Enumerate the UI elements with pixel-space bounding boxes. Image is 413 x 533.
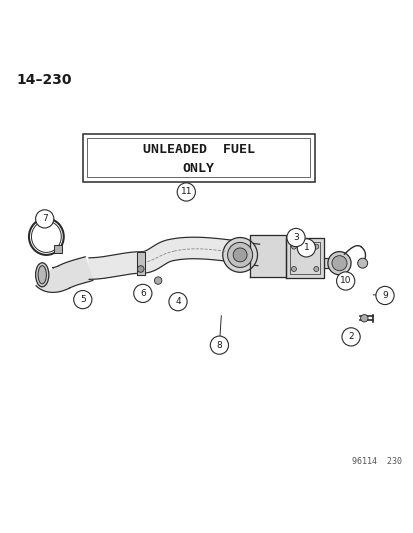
Circle shape: [233, 248, 247, 262]
Text: 6: 6: [140, 289, 145, 298]
Circle shape: [222, 238, 257, 272]
Circle shape: [360, 314, 367, 322]
Ellipse shape: [36, 263, 49, 287]
Text: 9: 9: [381, 291, 387, 300]
Circle shape: [36, 210, 54, 228]
Circle shape: [177, 183, 195, 201]
Circle shape: [137, 265, 144, 272]
Ellipse shape: [38, 265, 46, 284]
Text: UNLEADED  FUEL: UNLEADED FUEL: [142, 143, 254, 156]
Circle shape: [357, 258, 367, 268]
Circle shape: [336, 272, 354, 290]
FancyBboxPatch shape: [83, 134, 314, 182]
Text: 14–230: 14–230: [17, 72, 72, 87]
Circle shape: [297, 239, 315, 257]
Polygon shape: [59, 257, 93, 288]
Circle shape: [286, 229, 304, 247]
Polygon shape: [250, 236, 285, 277]
Text: 8: 8: [216, 341, 222, 350]
Circle shape: [227, 243, 252, 268]
Circle shape: [291, 244, 296, 249]
Circle shape: [74, 290, 92, 309]
Bar: [54, 245, 62, 253]
Circle shape: [313, 244, 318, 249]
Polygon shape: [89, 237, 259, 279]
Circle shape: [169, 293, 187, 311]
Circle shape: [291, 266, 296, 271]
Text: 3: 3: [292, 233, 298, 242]
Polygon shape: [36, 266, 69, 293]
Text: 5: 5: [80, 295, 85, 304]
Text: 7: 7: [42, 214, 47, 223]
Circle shape: [154, 277, 161, 284]
Circle shape: [375, 286, 393, 304]
Text: 1: 1: [303, 244, 309, 252]
Text: 2: 2: [347, 333, 353, 341]
Circle shape: [331, 256, 346, 271]
Circle shape: [327, 252, 350, 275]
Text: ONLY: ONLY: [182, 162, 214, 175]
Text: 4: 4: [175, 297, 180, 306]
Circle shape: [210, 336, 228, 354]
Polygon shape: [136, 252, 145, 275]
Polygon shape: [286, 238, 323, 278]
Text: 10: 10: [339, 277, 351, 286]
Circle shape: [313, 266, 318, 271]
Circle shape: [341, 328, 359, 346]
Circle shape: [133, 284, 152, 303]
Polygon shape: [323, 258, 327, 268]
Text: 11: 11: [180, 188, 192, 197]
Text: 96114  230: 96114 230: [351, 457, 401, 466]
